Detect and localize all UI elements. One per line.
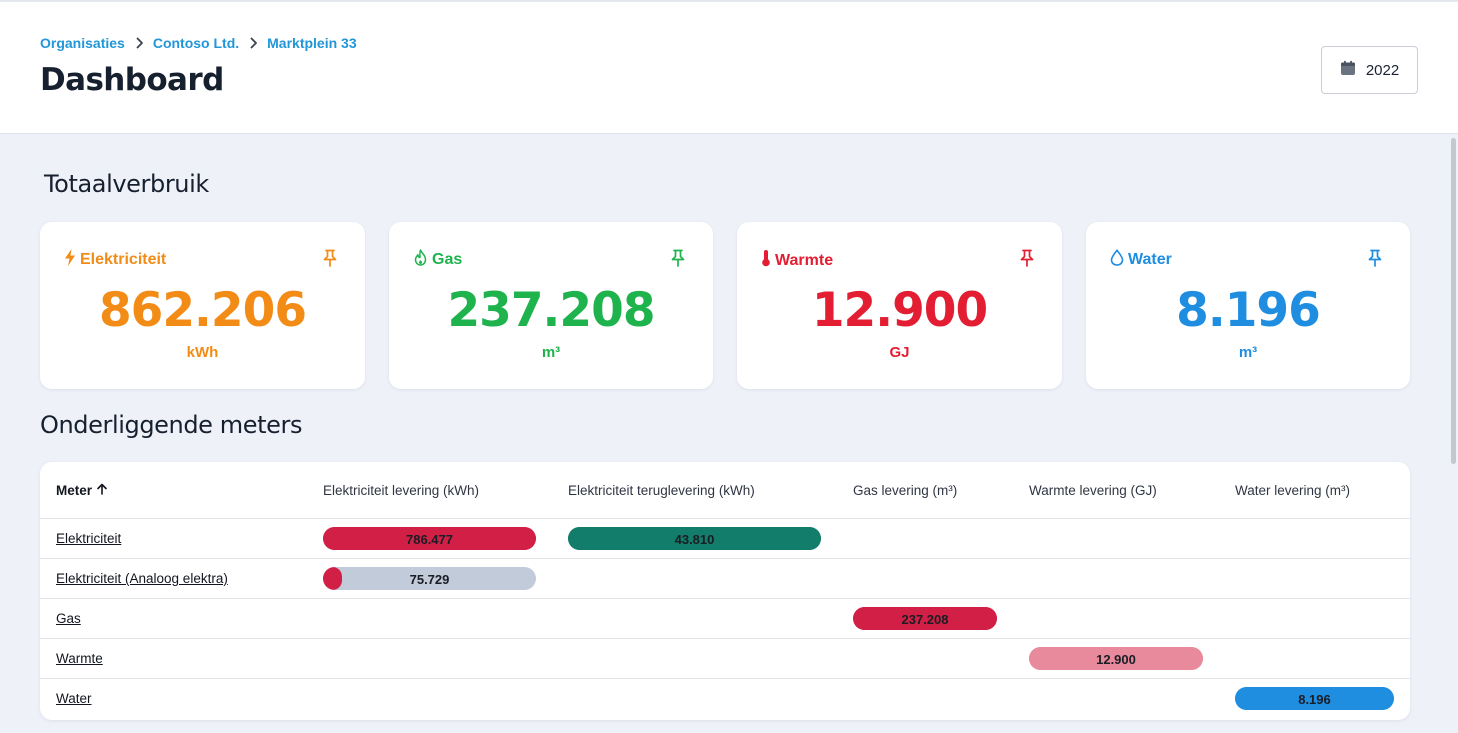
column-header-water-levering[interactable]: Water levering (m³) — [1235, 483, 1351, 498]
value-bar: 786.477 — [323, 527, 536, 550]
card-label: Gas — [432, 251, 463, 268]
breadcrumb-contoso[interactable]: Contoso Ltd. — [152, 35, 240, 51]
calendar-icon — [1340, 60, 1356, 80]
value-bar-fill — [323, 527, 536, 550]
column-header-elek-teruglevering[interactable]: Elektriciteit teruglevering (kWh) — [568, 483, 755, 498]
table-row: Elektriciteit (Analoog elektra) 75.729 — [40, 558, 1410, 598]
column-header-elek-levering[interactable]: Elektriciteit levering (kWh) — [323, 483, 480, 498]
value-bar-fill — [568, 527, 821, 550]
column-header-warmte-levering[interactable]: Warmte levering (GJ) — [1029, 483, 1157, 498]
section-title-total: Totaalverbruik — [44, 170, 209, 198]
card-label: Water — [1128, 251, 1172, 268]
page-header: Organisaties Contoso Ltd. Marktplein 33 … — [0, 0, 1458, 134]
pin-icon[interactable] — [1367, 249, 1383, 272]
card-unit: m³ — [1238, 344, 1258, 361]
pin-icon[interactable] — [670, 249, 686, 272]
meter-link[interactable]: Gas — [56, 611, 81, 626]
meters-table: Meter Elektriciteit levering (kWh) Elekt… — [40, 462, 1410, 720]
value-bar-fill — [323, 567, 343, 590]
column-header-meter[interactable]: Meter — [56, 483, 107, 498]
card-unit: kWh — [186, 344, 219, 361]
lightning-icon — [64, 249, 76, 271]
card-value: 237.208 — [447, 283, 655, 338]
breadcrumb-organisaties[interactable]: Organisaties — [40, 35, 125, 51]
card-gas: Gas 237.208 m³ — [389, 222, 713, 389]
card-unit: GJ — [889, 344, 910, 361]
value-bar-label: 75.729 — [409, 572, 450, 587]
value-bar: 75.729 — [323, 567, 536, 590]
value-bar-label: 237.208 — [901, 612, 949, 627]
value-bar-fill — [853, 607, 997, 630]
value-bar: 12.900 — [1029, 647, 1203, 670]
column-header-gas-levering[interactable]: Gas levering (m³) — [853, 483, 958, 498]
chevron-right-icon — [250, 37, 258, 49]
table-row: Gas 237.208 — [40, 598, 1410, 638]
card-value: 862.206 — [98, 283, 307, 338]
flame-icon — [413, 249, 428, 271]
card-value: 8.196 — [1176, 283, 1321, 338]
card-label: Elektriciteit — [80, 251, 167, 268]
card-elektriciteit: Elektriciteit 862.206 kWh — [40, 222, 365, 389]
value-bar-fill — [1235, 687, 1394, 710]
droplet-icon — [1110, 249, 1124, 271]
year-label: 2022 — [1365, 61, 1400, 79]
card-warmte: Warmte 12.900 GJ — [737, 222, 1062, 389]
meter-link[interactable]: Elektriciteit — [56, 531, 122, 546]
breadcrumb: Organisaties Contoso Ltd. Marktplein 33 — [40, 35, 357, 51]
year-picker-button[interactable]: 2022 — [1321, 46, 1418, 94]
card-label: Warmte — [775, 251, 834, 269]
value-bar-label: 786.477 — [406, 532, 453, 547]
value-bar-fill — [1029, 647, 1203, 670]
card-value: 12.900 — [811, 283, 988, 338]
page-title: Dashboard — [40, 62, 224, 98]
value-bar-label: 43.810 — [674, 532, 715, 547]
breadcrumb-marktplein[interactable]: Marktplein 33 — [267, 35, 357, 51]
table-row: Elektriciteit 786.477 43.810 — [40, 518, 1410, 558]
card-unit: m³ — [541, 344, 561, 361]
table-row: Water 8.196 — [40, 678, 1410, 718]
chevron-right-icon — [136, 37, 144, 49]
card-water: Water 8.196 m³ — [1086, 222, 1410, 389]
vertical-scrollbar[interactable] — [1451, 138, 1456, 464]
value-bar-label: 8.196 — [1298, 692, 1331, 707]
value-bar: 43.810 — [568, 527, 821, 550]
value-bar-label: 12.900 — [1096, 652, 1136, 667]
arrow-up-icon — [97, 483, 107, 498]
table-row: Warmte 12.900 — [40, 638, 1410, 678]
value-bar: 8.196 — [1235, 687, 1394, 710]
thermometer-icon — [761, 249, 771, 272]
meter-link[interactable]: Water — [56, 691, 92, 706]
section-title-meters: Onderliggende meters — [40, 411, 303, 439]
meter-link[interactable]: Elektriciteit (Analoog elektra) — [56, 571, 228, 586]
pin-icon[interactable] — [1019, 249, 1035, 272]
pin-icon[interactable] — [322, 249, 338, 272]
meter-link[interactable]: Warmte — [56, 651, 103, 666]
value-bar: 237.208 — [853, 607, 997, 630]
